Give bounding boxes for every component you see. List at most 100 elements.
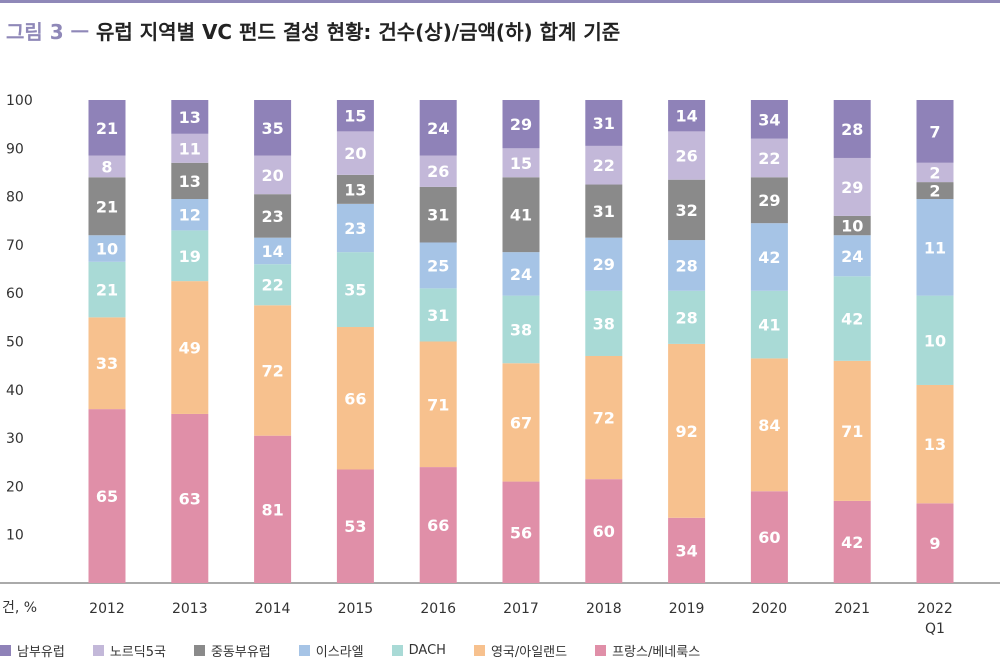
data-label: 49: [179, 339, 201, 358]
bar-segment: [833, 235, 871, 277]
data-label: 22: [593, 156, 615, 175]
bar-segment: [750, 138, 788, 178]
bar-segment: [171, 100, 209, 134]
data-label: 42: [841, 310, 863, 329]
figure-label: 그림 3 ㅡ: [6, 20, 90, 44]
bar-segment: [254, 264, 292, 306]
x-tick-label: 2017: [503, 601, 539, 617]
legend-label: 이스라엘: [315, 644, 364, 660]
data-label: 21: [96, 119, 118, 138]
y-tick-label: 30: [6, 431, 24, 447]
data-label: 7: [929, 122, 940, 141]
bar-segment: [585, 237, 623, 291]
legend-label: DACH: [408, 642, 446, 658]
data-label: 67: [510, 413, 532, 432]
bar-segment: [916, 295, 954, 385]
data-label: 92: [675, 422, 697, 441]
legend-label: 남부유럽: [17, 644, 65, 660]
bar-segment: [419, 242, 457, 289]
data-label: 24: [841, 247, 863, 266]
x-tick-label: 2013: [172, 601, 208, 617]
data-label: 66: [344, 389, 366, 408]
data-label: 20: [344, 144, 366, 163]
data-label: 32: [675, 201, 697, 220]
bar-segment: [668, 517, 706, 583]
legend-item: 영국/아일랜드: [473, 641, 567, 660]
data-label: 31: [427, 206, 449, 225]
bar-segment: [254, 155, 292, 195]
bar-segment: [336, 327, 374, 470]
data-label: 28: [675, 256, 697, 275]
bar-segment: [502, 148, 540, 178]
data-label: 81: [261, 500, 283, 519]
data-label: 65: [96, 487, 118, 506]
bar-segment: [833, 215, 871, 236]
data-label: 56: [510, 523, 532, 542]
bar-segment: [750, 290, 788, 359]
data-label: 12: [179, 206, 201, 225]
data-label: 38: [593, 314, 615, 333]
y-tick-label: 70: [6, 238, 24, 254]
bar-segment: [750, 177, 788, 224]
bar-segment: [419, 155, 457, 187]
bar-segment: [502, 252, 540, 296]
bar-segment: [502, 363, 540, 482]
y-axis-label: 건, %: [2, 600, 37, 616]
x-tick-label: 2016: [420, 601, 456, 617]
legend-label: 프랑스/베네룩스: [612, 644, 701, 660]
bar-segment: [88, 177, 126, 236]
data-label: 28: [841, 120, 863, 139]
legend-swatch: [92, 644, 104, 656]
data-label: 23: [261, 207, 283, 226]
data-label: 13: [179, 172, 201, 191]
data-label: 11: [924, 238, 946, 257]
legend-swatch: [595, 644, 607, 656]
bar-segment: [750, 358, 788, 492]
data-label: 71: [427, 395, 449, 414]
data-label: 10: [96, 240, 118, 259]
bar-segment: [502, 100, 540, 149]
data-label: 10: [841, 217, 863, 236]
bar-segment: [916, 100, 954, 163]
bar-segment: [336, 252, 374, 328]
chart-legend: 남부유럽 노르딕5국 중동부유럽 이스라엘 DACH 영국/아일랜드 프랑스/베네룩스: [0, 640, 728, 660]
legend-item: 프랑스/베네룩스: [595, 641, 700, 660]
data-label: 23: [344, 219, 366, 238]
bar-segment: [585, 100, 623, 146]
y-tick-label: 80: [6, 190, 24, 206]
stacked-bar-chart: 10 20 30 40 50 60 70 80 90 100 건, % 65 33 21 10 21 8 21 20…: [0, 93, 1000, 637]
figure-title: 그림 3 ㅡ 유럽 지역별 VC 펀드 결성 현황: 건수(상)/금액(하) 합…: [6, 16, 620, 45]
bar-segment: [750, 223, 788, 291]
bar-segment: [171, 413, 209, 583]
bar-segment: [88, 155, 126, 178]
data-label: 29: [510, 115, 532, 134]
legend-swatch: [193, 644, 205, 656]
data-label: 35: [344, 281, 366, 300]
bar-segment: [833, 360, 871, 501]
data-label: 11: [179, 139, 201, 158]
legend-item: 이스라엘: [298, 641, 364, 660]
data-label: 72: [261, 361, 283, 380]
bar-segment: [502, 481, 540, 583]
x-tick-label: 2018: [586, 601, 622, 617]
data-label: 24: [427, 119, 449, 138]
data-label: 53: [344, 517, 366, 536]
bar-segment: [88, 100, 126, 156]
data-label: 9: [929, 534, 940, 553]
bar-segment: [916, 199, 954, 296]
legend-swatch: [298, 644, 310, 656]
x-tick-label: 2015: [338, 601, 374, 617]
data-label: 72: [593, 409, 615, 428]
legend-item: DACH: [391, 642, 446, 658]
data-label: 10: [924, 331, 946, 350]
y-tick-label: 60: [6, 286, 24, 302]
data-label: 15: [344, 107, 366, 126]
y-tick-label: 20: [6, 479, 24, 495]
data-label: 29: [593, 255, 615, 274]
data-label: 35: [261, 119, 283, 138]
bar-segment: [668, 240, 706, 291]
data-label: 71: [841, 422, 863, 441]
x-tick-label: 2012: [89, 601, 125, 617]
bar-segment: [88, 235, 126, 262]
data-label: 2: [929, 163, 940, 182]
